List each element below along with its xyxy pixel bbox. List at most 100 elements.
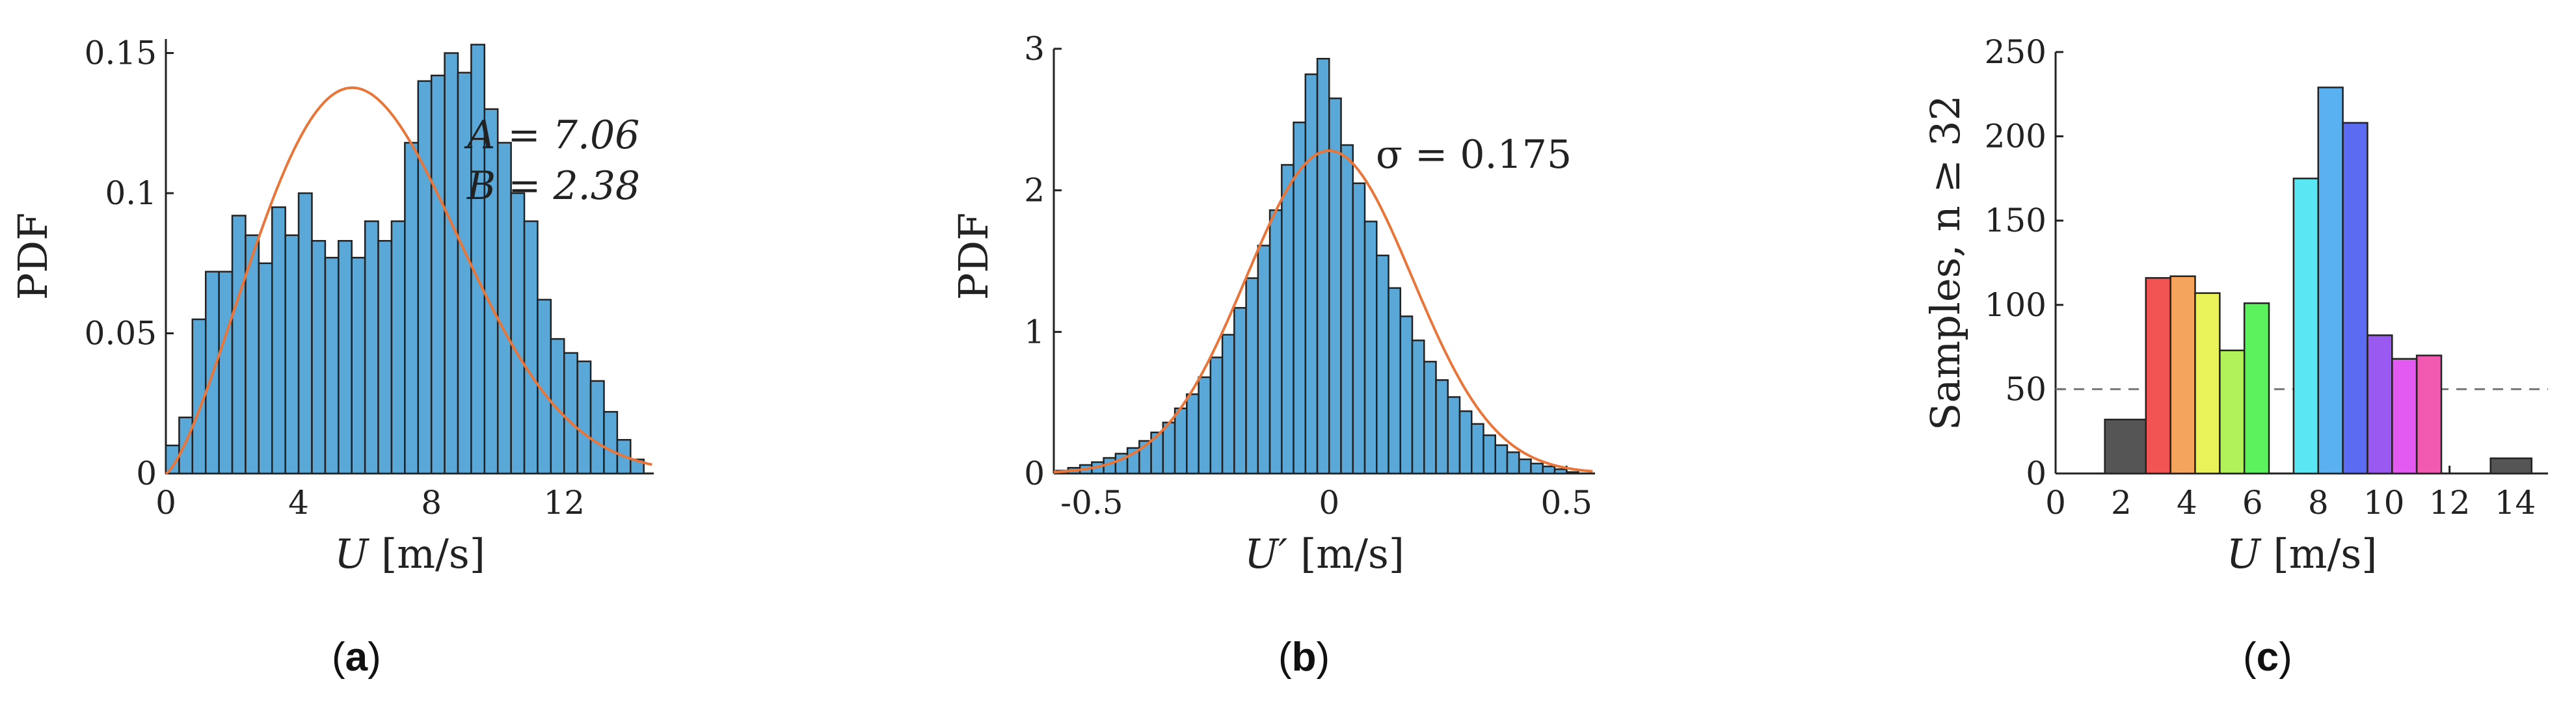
y-tick-label: 0 (1024, 455, 1045, 492)
histogram-bar (1530, 462, 1544, 475)
x-axis-variable: U (2227, 530, 2262, 578)
y-tick-label: 3 (1024, 30, 1045, 68)
sample-count-bar (2489, 457, 2533, 475)
histogram-bar (1458, 410, 1473, 475)
x-tick-label: 0 (1319, 484, 1339, 522)
histogram-bar (589, 380, 605, 475)
sample-count-bar (2219, 349, 2246, 475)
histogram-bar (576, 360, 592, 475)
sample-count-bar (2145, 277, 2171, 475)
y-axis-label: PDF (9, 213, 57, 300)
histogram-bar (297, 192, 313, 475)
histogram-bar (1423, 360, 1437, 475)
x-tick-label: -0.5 (1060, 484, 1123, 522)
histogram-bar (1316, 57, 1330, 475)
y-tick-label: 2 (1024, 172, 1045, 209)
x-tick-label: 10 (2363, 484, 2405, 522)
y-tick-label: 0.15 (85, 34, 157, 72)
histogram-bar (390, 220, 406, 475)
sample-count-bar (2415, 354, 2443, 475)
x-tick-label: 12 (543, 484, 585, 522)
panel-c-chart: 0 2 4 6 8 10 12 14 0 50 100 150 200 250 U [m/s] Samples… (1922, 33, 2548, 578)
y-tick-label: 200 (1985, 118, 2046, 155)
histogram-bar (324, 256, 340, 475)
histogram-bar (1186, 393, 1200, 475)
histogram-bar (1198, 376, 1212, 475)
panel-b-caption-close: ) (1316, 635, 1330, 680)
histogram-bar (1209, 356, 1224, 475)
sample-count-bar (2243, 302, 2270, 475)
fit-annotation-B: B = 2.38 (466, 163, 640, 209)
histogram-bar (311, 240, 327, 475)
y-tick-label: 250 (1985, 33, 2046, 71)
panel-c-caption: (c) (2243, 634, 2292, 680)
panel-b-caption: (b) (1278, 634, 1330, 680)
x-tick-label: 8 (2308, 484, 2329, 522)
fit-annotation-sigma: σ = 0.175 (1376, 132, 1572, 178)
x-tick-label: 4 (288, 484, 309, 522)
histogram-bar (377, 240, 393, 475)
y-tick-label: 1 (1024, 313, 1045, 351)
histogram-bar (1494, 444, 1509, 475)
histogram-bar (231, 215, 247, 475)
histogram-bar (1281, 164, 1295, 475)
histogram-bar (1447, 396, 1461, 475)
x-tick-label: 8 (421, 484, 442, 522)
x-axis-unit: [m/s] (1300, 530, 1404, 578)
sample-count-bar (2391, 358, 2418, 475)
histogram-bar (1470, 423, 1484, 475)
histogram-bar (1518, 458, 1532, 475)
histogram-bar (510, 192, 526, 475)
histogram-bar (338, 240, 353, 475)
histogram-bar (430, 74, 446, 475)
x-axis-label: U′ [m/s] (1244, 530, 1404, 578)
x-tick-label: 14 (2495, 484, 2536, 522)
x-tick-label: 12 (2429, 484, 2471, 522)
histogram-bar (218, 271, 234, 475)
histogram-bar (550, 338, 565, 475)
x-tick-label: 6 (2242, 484, 2263, 522)
x-axis-unit: [m/s] (381, 530, 485, 578)
weibull-fit-curve (165, 86, 652, 475)
y-tick-label: 50 (2005, 370, 2046, 408)
panel-a-caption: (a) (332, 634, 381, 680)
histogram-bar (1257, 245, 1271, 475)
histogram-bar (1221, 334, 1235, 475)
histogram-bar (1328, 97, 1342, 475)
x-axis-label: U [m/s] (334, 530, 485, 578)
y-tick-label: 0.1 (105, 174, 157, 212)
x-tick-label: 0 (155, 484, 176, 522)
histogram-bar (351, 256, 366, 475)
panel-b-caption-letter: b (1291, 635, 1317, 680)
histogram-bar (523, 220, 539, 475)
histogram-bar (1411, 339, 1425, 475)
histogram-bar (470, 44, 486, 475)
histogram-bar (1376, 254, 1389, 475)
histogram-bar (1388, 287, 1402, 475)
histogram-bar (1483, 434, 1496, 475)
sample-count-bar (2317, 86, 2344, 475)
x-tick-label: 4 (2177, 484, 2197, 522)
panel-c-caption-open: ( (2243, 635, 2257, 680)
y-tick-label: 0 (136, 455, 157, 492)
histogram-bar (563, 352, 578, 475)
histogram-bar (1162, 421, 1176, 475)
y-tick-label: 100 (1985, 286, 2046, 324)
panel-c-caption-close: ) (2279, 635, 2292, 680)
x-axis-unit: [m/s] (2274, 530, 2378, 578)
x-axis-label: U [m/s] (2227, 530, 2378, 578)
histogram-bar (1435, 379, 1449, 475)
sample-count-bar (2292, 178, 2319, 475)
y-tick-label: 150 (1985, 202, 2046, 239)
histogram-bar (1506, 451, 1520, 475)
panel-a-chart: 0 4 8 12 0 0.05 0.1 0.15 A = 7.06 B = 2.38 U [m/s]… (9, 34, 654, 578)
histogram-bar (1245, 277, 1259, 475)
panel-a-caption-letter: a (345, 635, 368, 680)
x-axis-variable: U (334, 530, 369, 578)
histogram-bar (417, 80, 433, 475)
histogram-bar (404, 142, 420, 475)
histogram-bar (1399, 315, 1414, 475)
x-tick-label: 0 (2045, 484, 2066, 522)
sample-count-bar (2342, 122, 2368, 475)
histogram-bar (1352, 182, 1366, 475)
